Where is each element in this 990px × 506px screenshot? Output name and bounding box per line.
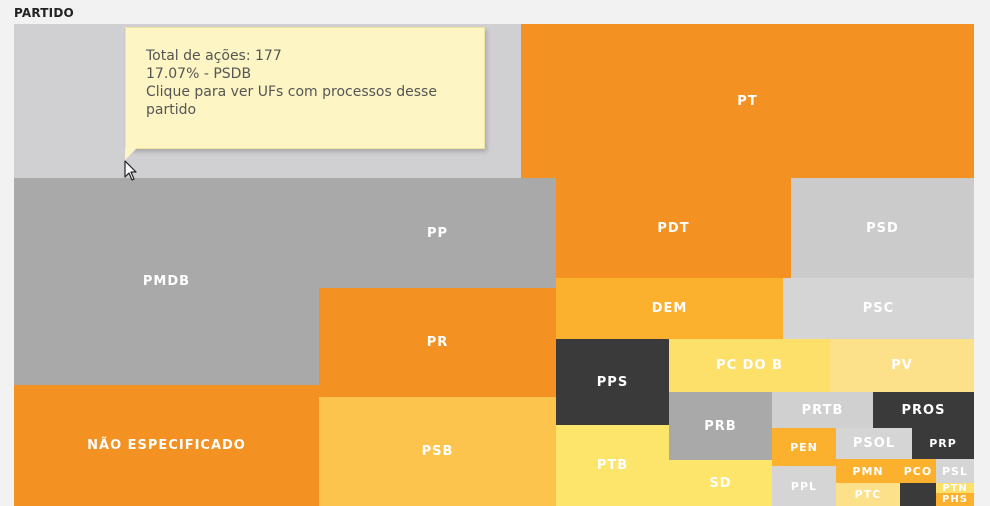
treemap-cell-sd[interactable]: SD: [669, 460, 772, 506]
treemap-cell-label: PRB: [704, 418, 737, 434]
treemap-cell-pdt[interactable]: PDT: [556, 178, 791, 278]
treemap-cell-label: PV: [891, 358, 913, 373]
tooltip-total: Total de ações: 177: [146, 48, 282, 64]
tooltip-percent: 17.07% - PSDB: [146, 66, 252, 82]
treemap-cell-dem[interactable]: DEM: [556, 278, 783, 339]
treemap-cell-pco[interactable]: PCO: [900, 459, 936, 483]
treemap-cell-label: SD: [709, 475, 732, 491]
treemap-cell-pmn[interactable]: PMN: [836, 459, 900, 483]
treemap-cell-label: PRTB: [801, 402, 844, 418]
treemap-cell-label: DEM: [651, 301, 688, 316]
treemap-cell-prb[interactable]: PRB: [669, 392, 772, 460]
treemap-cell-label: PC DO B: [716, 358, 783, 373]
tooltip-pointer: [125, 148, 137, 160]
treemap-cell-prp[interactable]: PRP: [912, 428, 974, 459]
mouse-cursor-icon: [124, 160, 137, 181]
treemap-cell-label: PPL: [790, 479, 818, 493]
treemap-cell-label: PR: [426, 335, 449, 350]
treemap-cell-label: PDT: [657, 220, 690, 236]
tooltip-hint-cont: partido: [146, 102, 197, 118]
treemap-cell-pc-do-b[interactable]: PC DO B: [669, 339, 830, 392]
treemap-cell-label: PT: [737, 93, 758, 109]
treemap-cell-pv[interactable]: PV: [830, 339, 974, 392]
treemap-cell-prtb[interactable]: PRTB: [772, 392, 873, 428]
treemap-cell-n-o-especificado[interactable]: NÃO ESPECIFICADO: [14, 385, 319, 506]
treemap-cell-other[interactable]: [900, 483, 936, 506]
treemap-cell-label: PMN: [852, 464, 884, 478]
treemap-cell-label: PSC: [862, 301, 895, 316]
treemap-cell-psol[interactable]: PSOL: [836, 428, 912, 459]
treemap-cell-pros[interactable]: PROS: [873, 392, 974, 428]
treemap-cell-psb[interactable]: PSB: [319, 397, 556, 506]
treemap-cell-label: PHS: [942, 494, 968, 505]
treemap-cell-pt[interactable]: PT: [521, 24, 974, 178]
treemap-cell-label: PCO: [903, 464, 933, 478]
treemap-cell-label: PPS: [596, 374, 629, 390]
tooltip: Total de ações: 177 17.07% - PSDB Clique…: [125, 27, 485, 149]
treemap-cell-label: PTB: [596, 458, 629, 473]
treemap-cell-label: NÃO ESPECIFICADO: [87, 438, 246, 453]
treemap-cell-label: PSD: [866, 220, 899, 236]
treemap-cell-label: PEN: [790, 440, 818, 454]
treemap-cell-ptn[interactable]: PTN: [936, 483, 974, 493]
treemap-cell-label: PSB: [421, 444, 454, 459]
treemap-cell-label: PRP: [929, 437, 957, 450]
treemap-cell-pps[interactable]: PPS: [556, 339, 669, 425]
treemap-cell-psd[interactable]: PSD: [791, 178, 974, 278]
treemap-cell-label: PTC: [854, 488, 882, 501]
treemap-cell-pp[interactable]: PP: [319, 178, 556, 288]
treemap-cell-pr[interactable]: PR: [319, 288, 556, 397]
treemap-cell-label: PP: [426, 225, 449, 241]
treemap-cell-phs[interactable]: PHS: [936, 493, 974, 506]
treemap-cell-pmdb[interactable]: PMDB: [14, 178, 319, 385]
treemap-cell-ppl[interactable]: PPL: [772, 466, 836, 506]
chart-title: PARTIDO: [14, 6, 74, 20]
treemap-cell-psl[interactable]: PSL: [936, 459, 974, 483]
treemap-cell-ptc[interactable]: PTC: [836, 483, 900, 506]
treemap-cell-label: PMDB: [142, 274, 191, 289]
treemap-cell-psc[interactable]: PSC: [783, 278, 974, 339]
treemap-cell-label: PSOL: [852, 436, 896, 451]
treemap-cell-ptb[interactable]: PTB: [556, 425, 669, 506]
treemap-cell-label: PTN: [942, 483, 968, 493]
treemap-cell-pen[interactable]: PEN: [772, 428, 836, 466]
treemap-cell-label: PROS: [901, 402, 946, 418]
tooltip-hint: Clique para ver UFs com processos desse: [146, 84, 437, 100]
treemap-cell-label: PSL: [942, 464, 968, 478]
